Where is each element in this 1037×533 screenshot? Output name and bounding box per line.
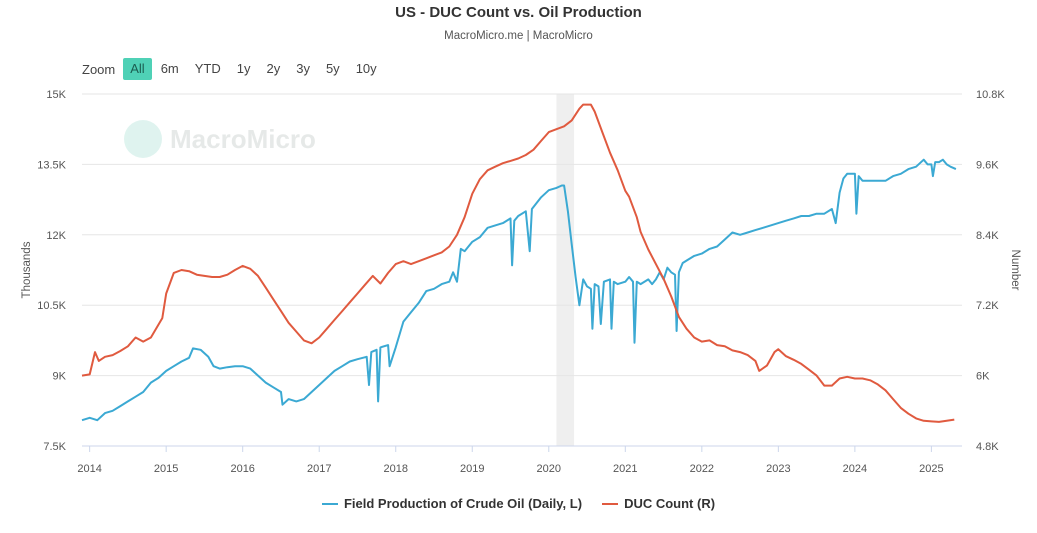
y-left-tick-label: 12K xyxy=(46,230,66,242)
zoom-2y-button[interactable]: 2y xyxy=(266,61,281,76)
zoom-label: Zoom xyxy=(82,61,116,77)
chart-subtitle: MacroMicro.me | MacroMicro xyxy=(444,30,593,42)
y-right-tick-label: 7.2K xyxy=(976,300,999,312)
y-right-tick-label: 6K xyxy=(976,371,990,383)
y-left-axis-title: Thousands xyxy=(21,241,33,298)
y-left-tick-label: 7.5K xyxy=(43,441,66,453)
watermark-text: MacroMicro xyxy=(170,123,316,154)
y-right-axis-title: Number xyxy=(1009,250,1021,291)
x-tick-label: 2017 xyxy=(307,463,331,475)
legend-swatch-oil xyxy=(321,502,338,505)
y-right-tick-label: 9.6K xyxy=(976,159,999,171)
zoom-all-button[interactable]: All xyxy=(123,58,152,80)
shaded-period xyxy=(556,94,575,446)
y-right-tick-label: 8.4K xyxy=(976,230,999,242)
chart-legend: Field Production of Crude Oil (Daily, L)… xyxy=(0,496,1037,511)
zoom-ytd-button[interactable]: YTD xyxy=(194,61,221,76)
x-tick-label: 2019 xyxy=(460,463,484,475)
legend-swatch-duc xyxy=(602,502,619,505)
legend-label-oil: Field Production of Crude Oil (Daily, L) xyxy=(343,496,583,511)
y-left-tick-label: 9K xyxy=(53,371,67,383)
x-tick-label: 2023 xyxy=(766,463,790,475)
y-right-tick-label: 4.8K xyxy=(976,441,999,453)
y-left-tick-label: 13.5K xyxy=(37,159,66,171)
legend-label-duc: DUC Count (R) xyxy=(624,496,716,511)
legend-item-oil[interactable]: Field Production of Crude Oil (Daily, L) xyxy=(321,496,583,511)
x-tick-label: 2018 xyxy=(383,463,407,475)
series-line-duc-count xyxy=(81,103,955,423)
y-left-tick-label: 15K xyxy=(46,89,66,101)
x-tick-label: 2014 xyxy=(77,463,101,475)
x-tick-label: 2025 xyxy=(919,463,943,475)
chart-title: US - DUC Count vs. Oil Production xyxy=(395,4,642,21)
zoom-6m-button[interactable]: 6m xyxy=(160,61,179,76)
y-right-tick-label: 10.8K xyxy=(976,89,1005,101)
legend-item-duc[interactable]: DUC Count (R) xyxy=(602,496,715,511)
watermark-logo: MacroMicro xyxy=(124,120,316,158)
zoom-1y-button[interactable]: 1y xyxy=(236,61,251,76)
zoom-3y-button[interactable]: 3y xyxy=(296,61,310,76)
x-tick-label: 2021 xyxy=(613,463,637,475)
x-tick-label: 2016 xyxy=(230,463,254,475)
zoom-bar: Zoom All 6m YTD 1y 2y 3y 5y 10y xyxy=(82,58,386,80)
x-tick-label: 2015 xyxy=(154,463,178,475)
x-tick-label: 2022 xyxy=(690,463,714,475)
x-tick-label: 2020 xyxy=(537,463,561,475)
y-left-tick-label: 10.5K xyxy=(37,300,66,312)
watermark-icon xyxy=(124,120,162,158)
zoom-5y-button[interactable]: 5y xyxy=(325,61,340,76)
zoom-10y-button[interactable]: 10y xyxy=(355,61,377,76)
series-line-oil-production xyxy=(81,158,957,422)
x-tick-label: 2024 xyxy=(843,463,867,475)
